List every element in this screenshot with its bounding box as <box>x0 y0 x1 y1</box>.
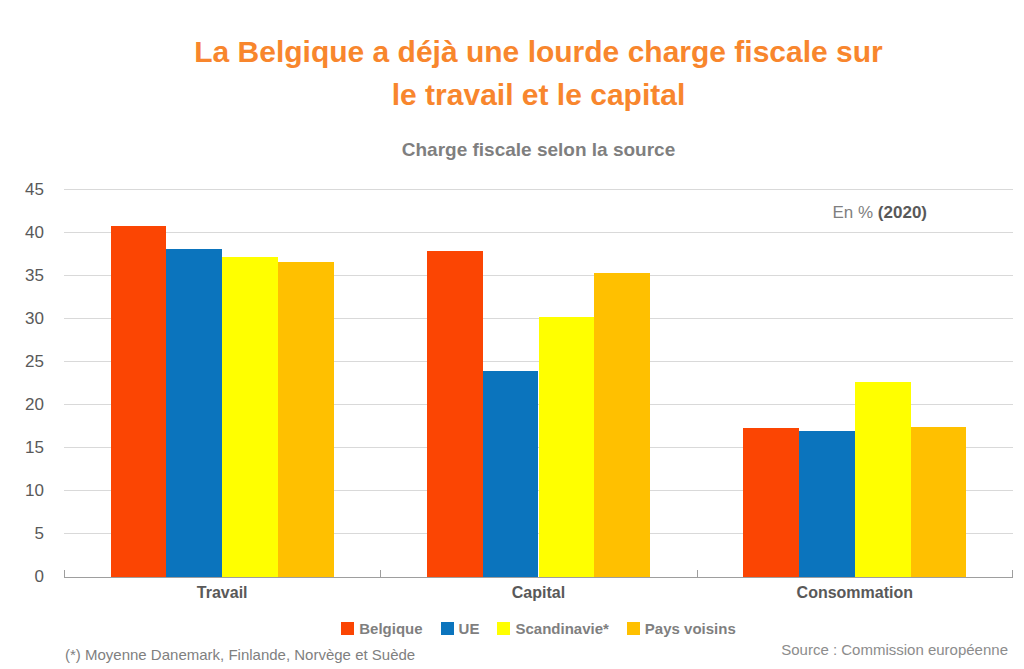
chart-header: La Belgique a déjà une lourde charge fis… <box>64 30 1013 161</box>
y-axis-labels: 051015202530354045 <box>0 190 56 577</box>
page-title-line2: le travail et le capital <box>392 78 685 111</box>
plot-area: En % (2020) <box>64 190 1013 577</box>
legend-label-ue: UE <box>459 620 480 637</box>
bar-belgique-consommation <box>743 428 799 577</box>
legend-label-belgique: Belgique <box>359 620 422 637</box>
y-axis-tick-label-45: 45 <box>25 181 44 199</box>
x-axis-label-consommation: Consommation <box>697 584 1013 602</box>
bar-pays-voisins-travail <box>278 262 334 577</box>
unit-annotation: En % (2020) <box>833 203 928 223</box>
legend-swatch-pays-voisins <box>627 622 640 635</box>
legend-swatch-belgique <box>341 622 354 635</box>
x-axis-category-labels: TravailCapitalConsommation <box>64 584 1013 602</box>
bar-scandinavie-consommation <box>855 382 911 577</box>
unit-annotation-prefix: En % <box>833 203 878 222</box>
legend-swatch-scandinavie <box>497 622 510 635</box>
unit-annotation-year: (2020) <box>878 203 927 222</box>
x-axis-tick-0 <box>64 570 65 577</box>
source-note: Source : Commission européenne <box>781 641 1008 658</box>
chart-subtitle: Charge fiscale selon la source <box>64 139 1013 161</box>
legend-label-pays-voisins: Pays voisins <box>645 620 736 637</box>
bar-scandinavie-capital <box>539 317 595 577</box>
y-axis-tick-label-25: 25 <box>25 353 44 371</box>
bar-scandinavie-travail <box>222 257 278 577</box>
legend-item-pays-voisins: Pays voisins <box>627 620 736 637</box>
x-axis-tick-3 <box>1012 570 1013 577</box>
y-axis-tick-label-30: 30 <box>25 310 44 328</box>
y-axis-tick-label-10: 10 <box>25 482 44 500</box>
bar-ue-capital <box>483 371 539 577</box>
bar-belgique-travail <box>111 226 167 577</box>
y-axis-tick-label-40: 40 <box>25 224 44 242</box>
x-axis-tick-1 <box>380 570 381 577</box>
y-axis-tick-label-0: 0 <box>35 568 44 586</box>
x-axis-tick-2 <box>697 570 698 577</box>
page-title-line1: La Belgique a déjà une lourde charge fis… <box>194 35 883 68</box>
legend-item-belgique: Belgique <box>341 620 422 637</box>
bar-ue-travail <box>166 249 222 577</box>
y-axis-tick-label-15: 15 <box>25 439 44 457</box>
y-axis-tick-label-35: 35 <box>25 267 44 285</box>
bar-ue-consommation <box>799 431 855 577</box>
bar-pays-voisins-consommation <box>911 427 967 578</box>
bar-pays-voisins-capital <box>594 273 650 577</box>
legend: Belgique UE Scandinavie* Pays voisins <box>64 620 1013 637</box>
y-axis-tick-label-5: 5 <box>35 525 44 543</box>
bar-belgique-capital <box>427 251 483 577</box>
legend-swatch-ue <box>441 622 454 635</box>
footnote: (*) Moyenne Danemark, Finlande, Norvège … <box>65 646 415 663</box>
y-axis-tick-label-20: 20 <box>25 396 44 414</box>
x-axis-label-travail: Travail <box>64 584 380 602</box>
gridline-40 <box>64 232 1013 233</box>
chart-page: La Belgique a déjà une lourde charge fis… <box>0 0 1024 669</box>
legend-label-scandinavie: Scandinavie* <box>515 620 608 637</box>
legend-item-scandinavie: Scandinavie* <box>497 620 608 637</box>
x-axis-line <box>64 577 1013 578</box>
gridline-45 <box>64 189 1013 190</box>
legend-item-ue: UE <box>441 620 480 637</box>
x-axis-label-capital: Capital <box>380 584 696 602</box>
page-title: La Belgique a déjà une lourde charge fis… <box>64 30 1013 116</box>
